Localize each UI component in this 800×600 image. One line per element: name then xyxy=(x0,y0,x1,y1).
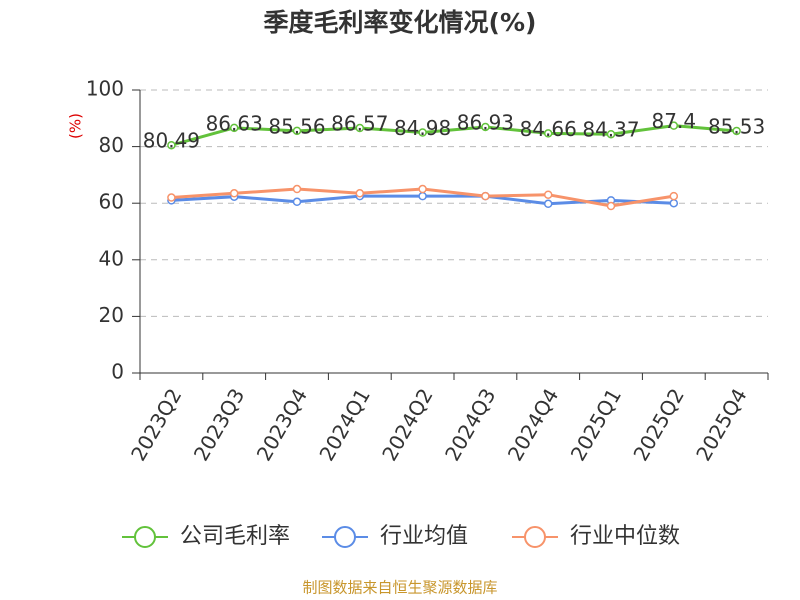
data-point xyxy=(418,184,427,194)
x-tick-label: 2025Q1 xyxy=(566,384,626,465)
data-point xyxy=(543,129,553,138)
data-point xyxy=(606,129,616,139)
data-point xyxy=(167,140,176,150)
data-point xyxy=(229,189,239,198)
x-tick-label: 2025Q2 xyxy=(628,384,688,465)
data-point xyxy=(481,191,490,201)
y-tick-label: 60 xyxy=(99,190,124,214)
data-point xyxy=(355,123,365,133)
y-axis-label: (%) xyxy=(67,113,85,139)
data-point xyxy=(229,123,239,133)
legend-label: 公司毛利率 xyxy=(180,524,290,549)
data-label: 86.57 xyxy=(331,112,388,136)
x-tick-label: 2023Q4 xyxy=(252,384,312,465)
data-point xyxy=(606,201,616,211)
series-line xyxy=(170,124,737,147)
data-label: 85.53 xyxy=(708,114,765,138)
source-note: 制图数据来自恒生聚源数据库 xyxy=(302,579,497,597)
data-point xyxy=(355,189,365,198)
x-tick-label: 2024Q4 xyxy=(503,384,563,465)
data-point xyxy=(669,121,679,130)
x-tick-label: 2025Q4 xyxy=(691,384,751,465)
data-label: 85.56 xyxy=(268,114,325,138)
legend-label: 行业中位数 xyxy=(570,524,680,549)
data-label: 84.98 xyxy=(394,116,451,140)
data-point xyxy=(543,199,553,209)
data-point xyxy=(292,126,302,136)
x-tick-label: 2024Q3 xyxy=(440,384,500,465)
data-point xyxy=(167,193,176,202)
data-point xyxy=(543,190,553,199)
data-point xyxy=(669,198,679,208)
data-point xyxy=(669,191,679,201)
data-label: 87.4 xyxy=(652,109,697,133)
x-tick-label: 2023Q3 xyxy=(189,384,249,465)
x-tick-label: 2024Q2 xyxy=(377,384,437,465)
x-tick-label: 2023Q2 xyxy=(126,384,186,465)
data-label: 80.49 xyxy=(143,129,200,153)
y-tick-label: 40 xyxy=(99,246,124,270)
data-point xyxy=(732,126,741,136)
x-tick-label: 2024Q1 xyxy=(314,384,374,465)
y-tick-label: 0 xyxy=(111,360,124,384)
y-tick-label: 80 xyxy=(99,133,124,157)
y-tick-label: 20 xyxy=(99,303,124,327)
legend-marker xyxy=(524,526,546,548)
data-label: 86.93 xyxy=(457,110,514,134)
data-point xyxy=(292,184,302,194)
legend-label: 行业均值 xyxy=(380,524,468,549)
data-label: 84.66 xyxy=(520,117,577,141)
legend-marker xyxy=(134,526,156,548)
data-label: 84.37 xyxy=(582,118,639,142)
data-label: 86.63 xyxy=(206,111,263,135)
data-point xyxy=(418,191,427,201)
data-point xyxy=(418,128,427,137)
data-point xyxy=(481,122,490,132)
data-point xyxy=(292,197,302,207)
chart-title: 季度毛利率变化情况(%) xyxy=(264,8,537,37)
y-tick-label: 100 xyxy=(86,77,124,101)
legend-marker xyxy=(334,526,356,548)
